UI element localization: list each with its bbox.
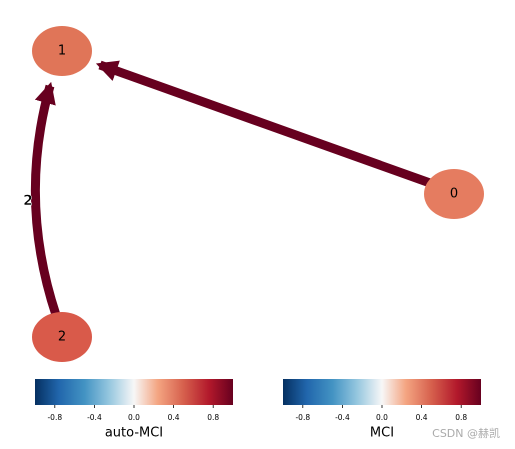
tick-label: 0.4 [416,413,428,422]
tick-label: -0.8 [47,413,62,422]
watermark: CSDN @赫凯 [432,427,500,440]
tick-label: 0.8 [207,413,219,422]
colorbar-label: auto-MCI [105,426,163,441]
tick-label: 0.4 [168,413,180,422]
node [424,169,484,219]
tick-label: -0.8 [295,413,310,422]
node [32,26,92,76]
tick-label: 0.8 [455,413,467,422]
tick-label: 0.0 [128,413,140,422]
colorbar [35,379,233,405]
node [32,312,92,362]
colorbar-label: MCI [370,426,394,441]
node-label: 2 [58,330,66,345]
node-label: 1 [58,44,66,59]
colorbar [283,379,481,405]
edge [95,60,432,188]
edge-label: 2 [23,193,33,209]
edge [30,81,61,317]
node-label: 0 [450,187,458,202]
tick-label: -0.4 [335,413,350,422]
tick-label: -0.4 [87,413,102,422]
tick-label: 0.0 [376,413,388,422]
